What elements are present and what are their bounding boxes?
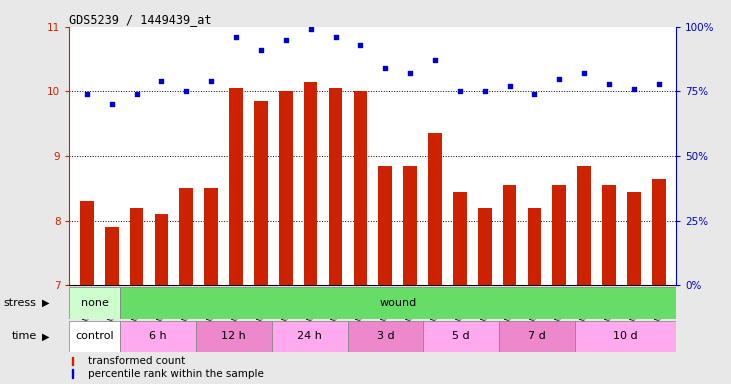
Bar xyxy=(69,321,120,352)
Bar xyxy=(577,166,591,285)
Point xyxy=(131,91,143,97)
Bar xyxy=(652,179,666,285)
Point xyxy=(429,57,441,63)
Bar xyxy=(304,82,317,285)
Text: 5 d: 5 d xyxy=(452,331,470,341)
Text: 24 h: 24 h xyxy=(298,331,322,341)
Text: 6 h: 6 h xyxy=(149,331,167,341)
Bar xyxy=(254,101,268,285)
Text: percentile rank within the sample: percentile rank within the sample xyxy=(88,369,263,379)
Bar xyxy=(575,321,676,352)
Bar xyxy=(379,166,392,285)
Point xyxy=(529,91,540,97)
Point xyxy=(181,88,192,94)
Bar xyxy=(423,321,499,352)
Text: wound: wound xyxy=(379,298,417,308)
Bar xyxy=(155,214,168,285)
Text: ▶: ▶ xyxy=(42,331,49,341)
Text: stress: stress xyxy=(4,298,37,308)
Bar xyxy=(503,185,516,285)
Bar xyxy=(279,91,292,285)
Bar xyxy=(354,91,367,285)
Point xyxy=(305,26,317,33)
Bar xyxy=(602,185,616,285)
Text: 3 d: 3 d xyxy=(376,331,394,341)
Point xyxy=(156,78,167,84)
Bar xyxy=(329,88,342,285)
Text: 12 h: 12 h xyxy=(221,331,246,341)
Text: ▶: ▶ xyxy=(42,298,49,308)
Text: transformed count: transformed count xyxy=(88,356,185,366)
Text: none: none xyxy=(81,298,109,308)
Point xyxy=(81,91,93,97)
Point xyxy=(106,101,118,108)
Bar xyxy=(80,201,94,285)
Point xyxy=(379,65,391,71)
Point xyxy=(280,37,292,43)
Text: control: control xyxy=(75,331,114,341)
Bar xyxy=(205,189,218,285)
Point xyxy=(553,76,565,82)
Point xyxy=(479,88,491,94)
Bar xyxy=(196,321,272,352)
Text: 10 d: 10 d xyxy=(613,331,638,341)
Point xyxy=(504,83,515,89)
Text: time: time xyxy=(11,331,37,341)
Point xyxy=(255,47,267,53)
Point xyxy=(205,78,217,84)
Point xyxy=(355,42,366,48)
Bar xyxy=(347,321,423,352)
Point xyxy=(603,81,615,87)
Point xyxy=(628,86,640,92)
Bar xyxy=(272,321,347,352)
Point xyxy=(404,70,416,76)
Bar xyxy=(120,321,196,352)
Bar xyxy=(230,88,243,285)
Bar xyxy=(105,227,118,285)
Bar xyxy=(528,208,541,285)
Point xyxy=(454,88,466,94)
Bar xyxy=(553,185,566,285)
Bar xyxy=(453,192,466,285)
Bar xyxy=(69,287,120,319)
Bar xyxy=(627,192,641,285)
Point xyxy=(653,81,664,87)
Point xyxy=(330,34,341,40)
Point xyxy=(578,70,590,76)
Text: GDS5239 / 1449439_at: GDS5239 / 1449439_at xyxy=(69,13,212,26)
Bar xyxy=(428,134,442,285)
Text: 7 d: 7 d xyxy=(529,331,546,341)
Bar xyxy=(180,189,193,285)
Bar xyxy=(129,208,143,285)
Bar xyxy=(404,166,417,285)
Bar xyxy=(499,321,575,352)
Point xyxy=(230,34,242,40)
Bar xyxy=(478,208,491,285)
